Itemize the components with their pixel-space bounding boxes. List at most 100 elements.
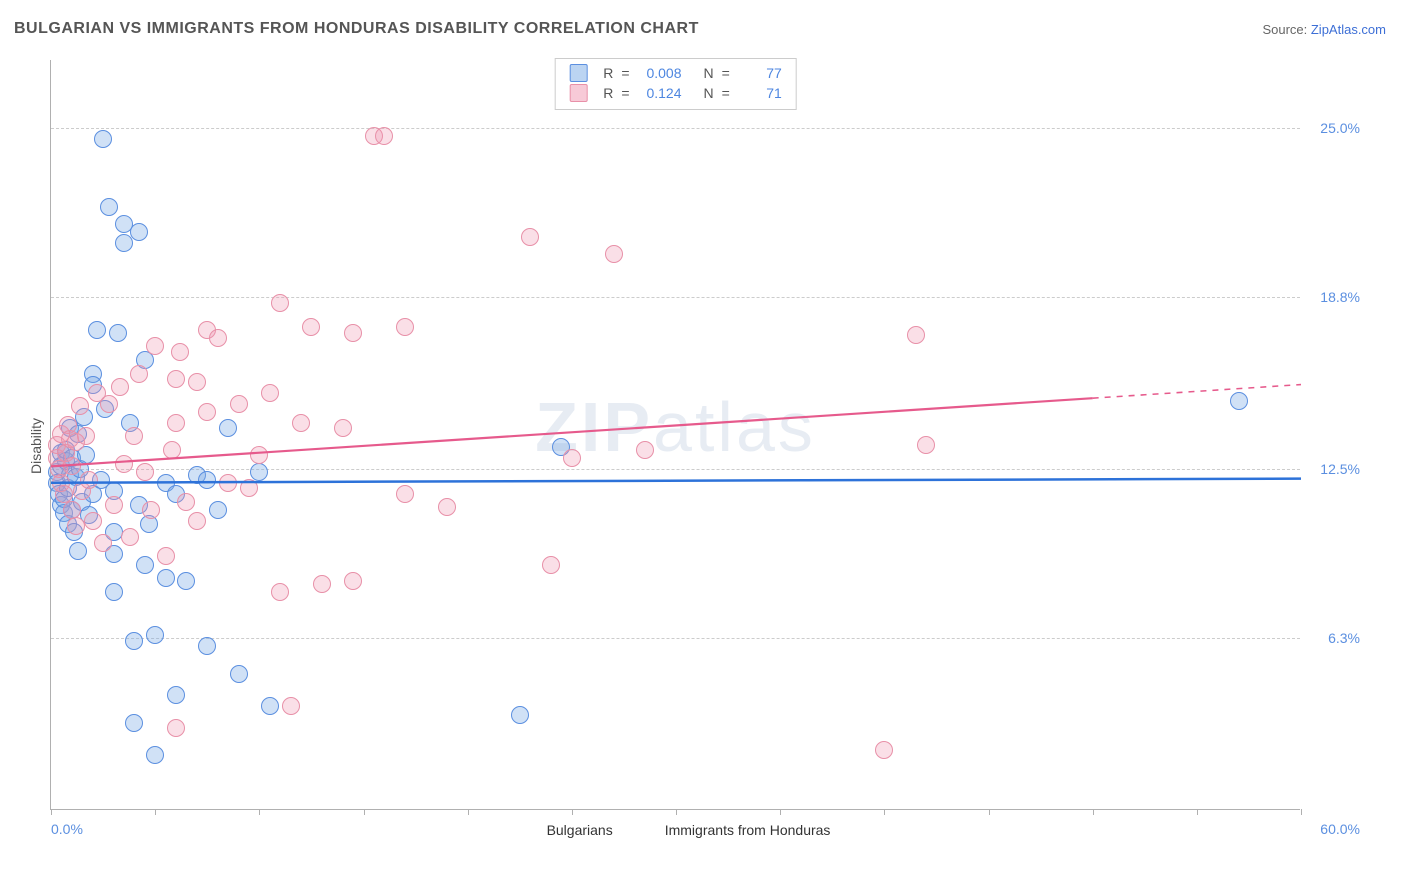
y-tick-label: 12.5% (1320, 461, 1360, 477)
data-point (636, 441, 654, 459)
data-point (105, 583, 123, 601)
data-point (55, 485, 73, 503)
data-point (1230, 392, 1248, 410)
data-point (438, 498, 456, 516)
series-swatch-pink-icon (639, 821, 657, 839)
chart-container: BULGARIAN VS IMMIGRANTS FROM HONDURAS DI… (0, 0, 1406, 892)
data-point (521, 228, 539, 246)
data-point (125, 427, 143, 445)
data-point (177, 572, 195, 590)
series-swatch-blue-icon (569, 64, 587, 82)
legend-label: Bulgarians (547, 822, 613, 838)
data-point (302, 318, 320, 336)
data-point (146, 626, 164, 644)
x-tick (468, 809, 469, 815)
plot-area: ZIPatlas R = 0.008 N = 77 R = (50, 60, 1300, 810)
series-swatch-pink-icon (569, 84, 587, 102)
data-point (167, 370, 185, 388)
data-point (163, 441, 181, 459)
data-point (105, 496, 123, 514)
data-point (396, 318, 414, 336)
data-point (261, 697, 279, 715)
data-point (94, 130, 112, 148)
data-point (109, 324, 127, 342)
data-point (344, 572, 362, 590)
data-point (177, 493, 195, 511)
data-point (219, 474, 237, 492)
data-point (344, 324, 362, 342)
data-point (69, 542, 87, 560)
data-point (230, 665, 248, 683)
data-point (125, 714, 143, 732)
x-axis-min-label: 0.0% (51, 821, 83, 837)
data-point (125, 632, 143, 650)
data-point (542, 556, 560, 574)
data-point (198, 471, 216, 489)
x-tick (884, 809, 885, 815)
chart-title: BULGARIAN VS IMMIGRANTS FROM HONDURAS DI… (14, 20, 699, 38)
data-point (605, 245, 623, 263)
source-link[interactable]: ZipAtlas.com (1311, 22, 1386, 37)
data-point (292, 414, 310, 432)
legend-stats: R = 0.008 N = 77 R = 0.124 N = (554, 58, 797, 110)
r-value-pink: 0.124 (634, 85, 682, 101)
data-point (84, 512, 102, 530)
x-tick (1093, 809, 1094, 815)
data-point (136, 556, 154, 574)
y-tick-label: 6.3% (1328, 630, 1360, 646)
data-point (282, 697, 300, 715)
data-point (907, 326, 925, 344)
x-tick (259, 809, 260, 815)
data-point (230, 395, 248, 413)
data-point (171, 343, 189, 361)
data-point (396, 485, 414, 503)
y-tick-label: 25.0% (1320, 120, 1360, 136)
data-point (875, 741, 893, 759)
data-point (146, 337, 164, 355)
data-point (67, 517, 85, 535)
data-point (94, 534, 112, 552)
gridline (51, 469, 1300, 470)
data-point (198, 637, 216, 655)
data-point (198, 403, 216, 421)
data-point (375, 127, 393, 145)
x-axis-max-label: 60.0% (1320, 821, 1360, 837)
r-value-blue: 0.008 (634, 65, 682, 81)
x-tick (676, 809, 677, 815)
x-tick (572, 809, 573, 815)
data-point (130, 223, 148, 241)
data-point (63, 501, 81, 519)
x-tick (989, 809, 990, 815)
source-label: Source: (1262, 22, 1310, 37)
trend-line-extrapolated (1093, 385, 1301, 399)
data-point (250, 446, 268, 464)
data-point (250, 463, 268, 481)
x-tick (364, 809, 365, 815)
x-tick (155, 809, 156, 815)
data-point (261, 384, 279, 402)
data-point (167, 414, 185, 432)
data-point (88, 321, 106, 339)
gridline (51, 128, 1300, 129)
source-caption: Source: ZipAtlas.com (1262, 22, 1386, 37)
legend-stats-row: R = 0.124 N = 71 (569, 83, 782, 103)
data-point (80, 471, 98, 489)
data-point (130, 365, 148, 383)
data-point (167, 719, 185, 737)
data-point (209, 501, 227, 519)
data-point (71, 397, 89, 415)
data-point (188, 373, 206, 391)
data-point (100, 395, 118, 413)
data-point (63, 457, 81, 475)
data-point (115, 455, 133, 473)
legend-series: Bulgarians Immigrants from Honduras (521, 821, 831, 839)
n-value-pink: 71 (734, 85, 782, 101)
data-point (167, 686, 185, 704)
gridline (51, 638, 1300, 639)
data-point (121, 528, 139, 546)
data-point (111, 378, 129, 396)
data-point (240, 479, 258, 497)
data-point (563, 449, 581, 467)
data-point (313, 575, 331, 593)
series-swatch-blue-icon (521, 821, 539, 839)
